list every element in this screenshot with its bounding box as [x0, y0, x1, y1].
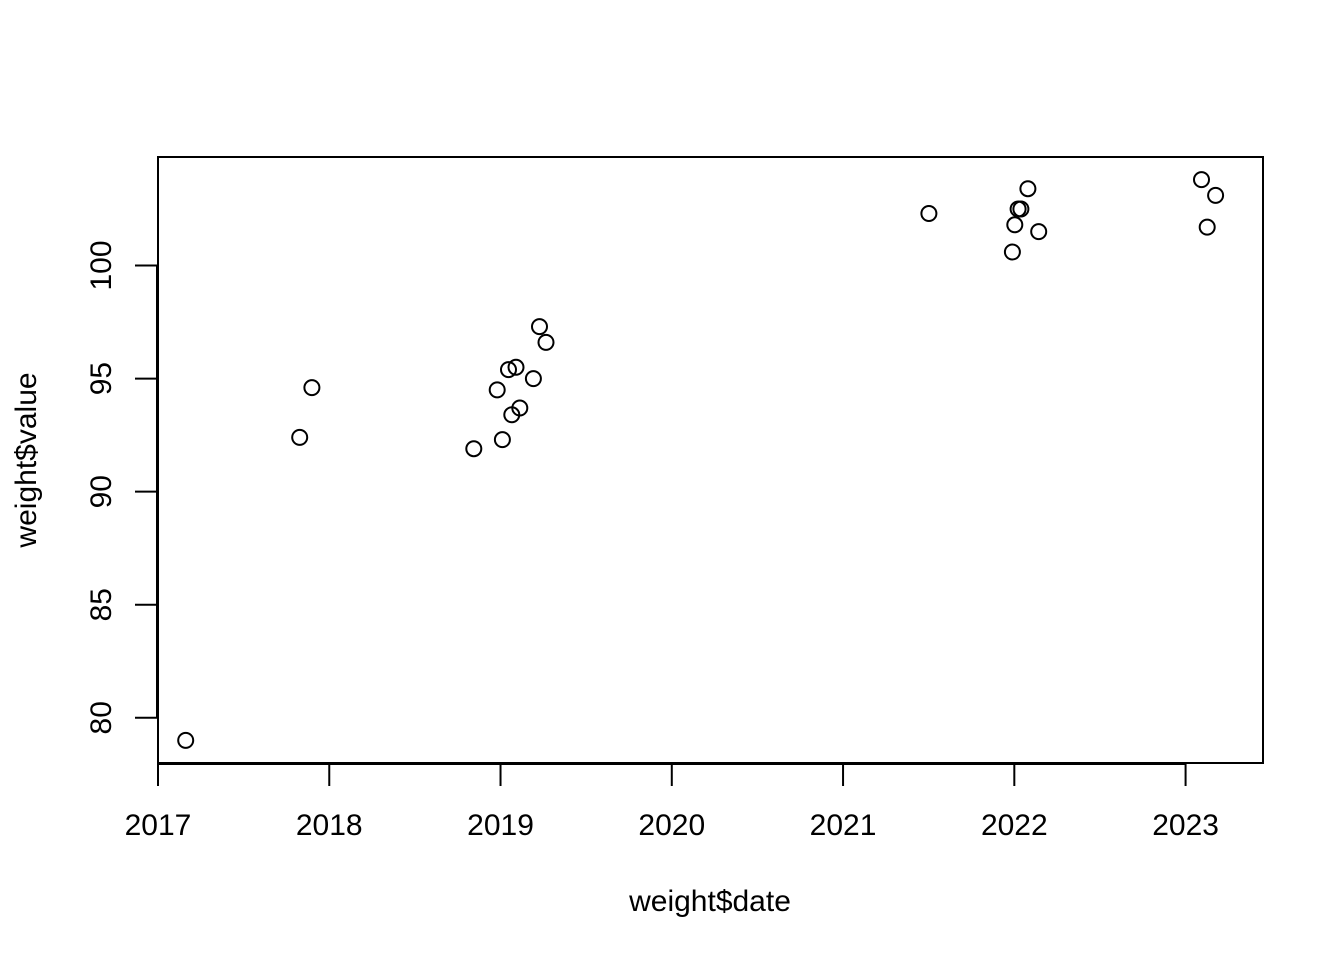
x-axis: 2017 2018 2019 2020 2021 2022 2023 [125, 763, 1219, 842]
data-point [524, 370, 542, 388]
data-point [1030, 223, 1048, 241]
data-point [177, 731, 195, 749]
x-tick-label: 2018 [296, 809, 363, 842]
points-layer [177, 171, 1225, 749]
data-point [493, 431, 511, 449]
data-point [511, 399, 529, 417]
data-point [291, 428, 309, 446]
y-tick-label: 95 [85, 362, 118, 395]
y-tick-label: 90 [85, 475, 118, 508]
data-point [303, 379, 321, 397]
y-tick-label: 80 [85, 701, 118, 734]
y-tick-label: 85 [85, 588, 118, 621]
x-tick-label: 2021 [810, 809, 877, 842]
plot-area-border [157, 156, 1264, 764]
data-point [537, 333, 555, 351]
data-point [1012, 200, 1030, 218]
data-point [1006, 216, 1024, 234]
x-tick-label: 2020 [638, 809, 705, 842]
data-point [488, 381, 506, 399]
y-axis-title: weight$value [10, 372, 43, 548]
x-tick-label: 2022 [981, 809, 1048, 842]
data-point [1207, 186, 1225, 204]
x-axis-title: weight$date [628, 885, 791, 918]
data-point [531, 318, 548, 336]
x-tick-label: 2017 [125, 809, 192, 842]
data-point [1198, 218, 1216, 236]
x-tick-label: 2023 [1152, 809, 1219, 842]
data-point [465, 440, 483, 458]
data-point [507, 358, 525, 376]
y-axis: 80 85 90 95 100 [85, 240, 158, 734]
data-point [920, 205, 938, 222]
data-point [1019, 180, 1037, 198]
data-point [500, 361, 517, 379]
x-tick-label: 2019 [467, 809, 534, 842]
data-point [1193, 171, 1210, 189]
data-point [1003, 243, 1021, 261]
y-tick-label: 100 [85, 240, 118, 290]
